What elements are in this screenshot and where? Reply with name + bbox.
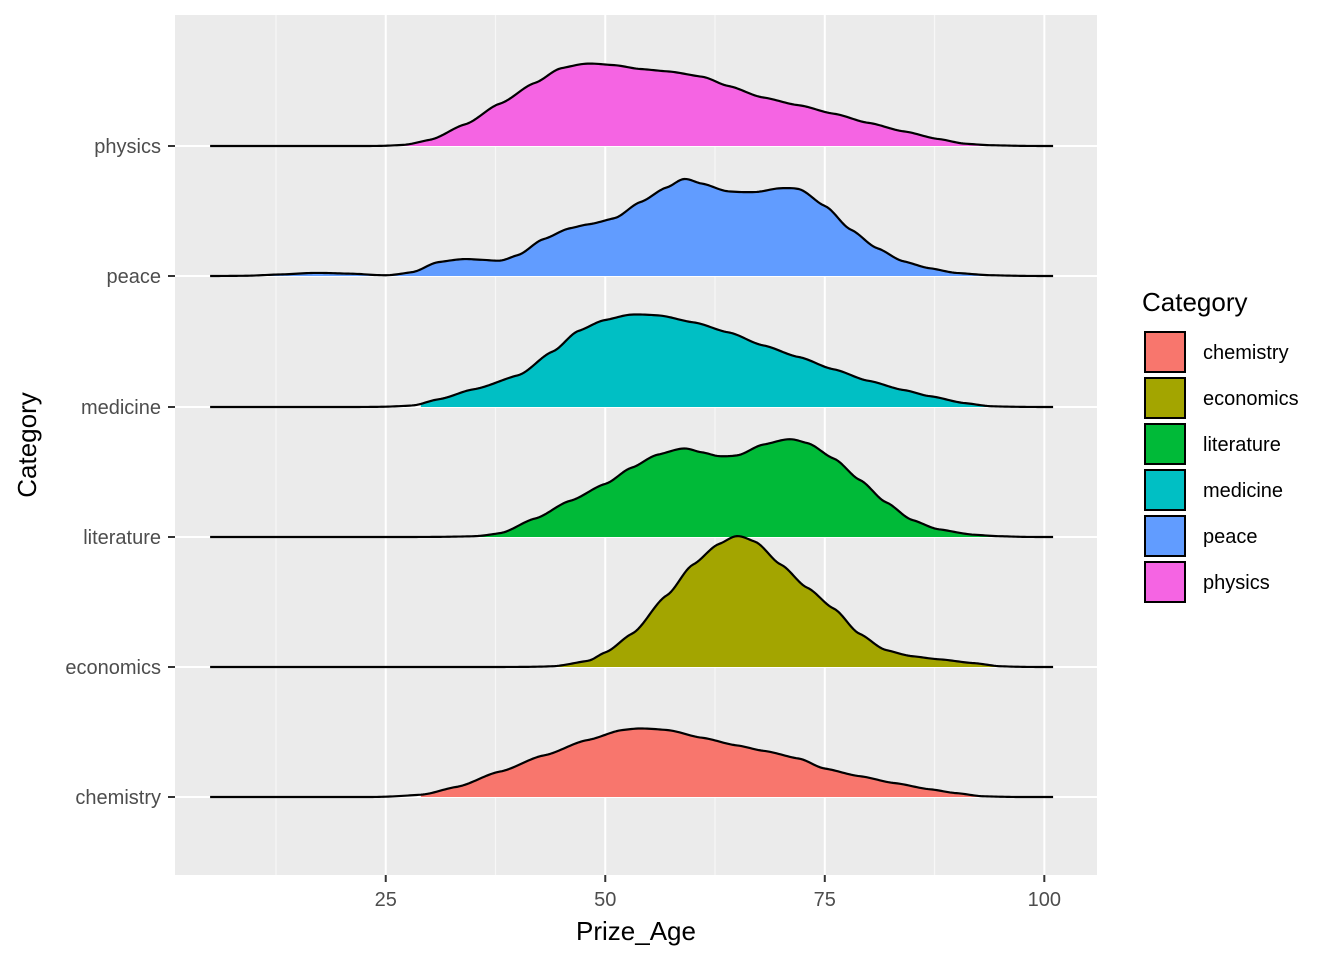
legend-label-chemistry: chemistry [1203,342,1289,364]
x-axis-title: Prize_Age [576,916,696,946]
x-tick-label: 100 [1028,889,1061,911]
y-tick-label: literature [83,527,161,549]
x-tick-label: 75 [814,889,836,911]
ridge-fill-peace [262,178,1018,276]
ridge-line-peace [210,177,1054,278]
y-axis: chemistry economics literature medicine peac… [65,136,175,809]
legend-swatch-medicine [1144,469,1186,511]
ridge-fill-literature [420,439,1018,537]
ridge-line-physics [210,62,1054,148]
ridge-line-medicine [210,313,1054,409]
ridge-line-chemistry [210,727,1054,799]
y-axis-title: Category [12,392,42,498]
y-tick-label: peace [107,266,162,288]
legend-label-peace: peace [1203,526,1258,548]
x-tick-label: 50 [594,889,616,911]
ridge-fill-economics [420,536,1054,667]
legend-label-medicine: medicine [1203,480,1283,502]
legend-label-economics: economics [1203,388,1299,410]
legend-label-literature: literature [1203,434,1281,456]
legend-swatch-literature [1144,423,1186,465]
legend-swatch-chemistry [1144,331,1186,373]
grid-minor [275,15,936,875]
ridge-fill-chemistry [420,728,1018,797]
legend-swatch-economics [1144,377,1186,419]
legend-swatch-physics [1144,561,1186,603]
y-tick-label: physics [94,136,161,158]
ridge-line-economics [210,535,1054,669]
ridge-fill-physics [368,63,1018,146]
legend: Category chemistry economics literature med… [1142,287,1299,603]
x-axis: 25 50 75 100 [375,875,1061,911]
y-tick-label: economics [65,657,161,679]
y-tick-label: chemistry [75,787,161,809]
ridge-line-literature [210,438,1054,539]
ridges [210,62,1054,799]
legend-title: Category [1142,287,1248,317]
legend-label-physics: physics [1203,572,1270,594]
y-tick-label: medicine [81,397,161,419]
legend-swatch-peace [1144,515,1186,557]
x-tick-label: 25 [375,889,397,911]
